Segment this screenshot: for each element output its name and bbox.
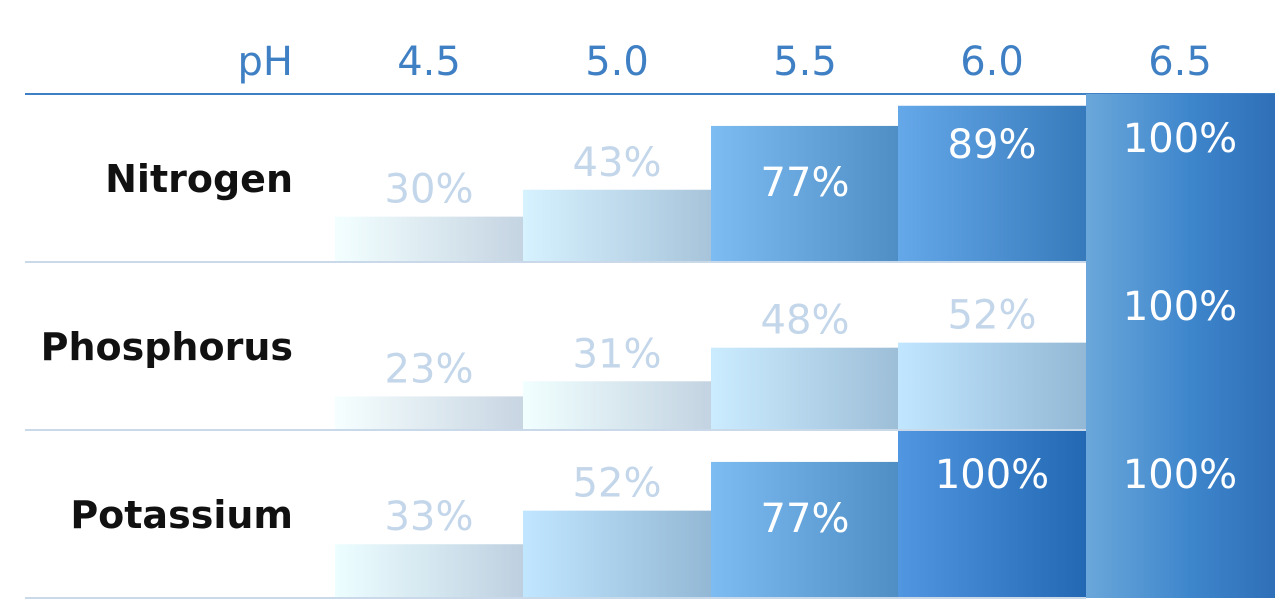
bar-all-nutrients-ph-6-5	[1086, 94, 1275, 598]
value-label-phosphorus-ph-5-0: 31%	[573, 331, 662, 377]
bar-phosphorus-ph-5-5	[711, 347, 899, 430]
bar-nitrogen-ph-5-5	[711, 125, 899, 262]
row-label-nitrogen: Nitrogen	[105, 157, 293, 201]
ph-header-5-5: 5.5	[773, 39, 837, 85]
nutrient-row-labels: Nitrogen Phosphorus Potassium	[41, 157, 293, 537]
chart-bars	[335, 94, 1275, 598]
ph-header-4-5: 4.5	[397, 39, 461, 85]
value-label-nitrogen-ph-4-5: 30%	[385, 167, 474, 213]
value-label-phosphorus-ph-6-0: 52%	[948, 293, 1037, 339]
row-label-phosphorus: Phosphorus	[41, 325, 293, 369]
value-label-nitrogen-ph-5-5: 77%	[761, 160, 850, 206]
value-label-phosphorus-ph-4-5: 23%	[385, 346, 474, 392]
ph-column-headers: 4.5 5.0 5.5 6.0 6.5	[397, 39, 1212, 85]
value-label-nitrogen-ph-5-0: 43%	[573, 140, 662, 186]
value-label-potassium-ph-5-5: 77%	[761, 496, 850, 542]
value-label-potassium-ph-6-0: 100%	[935, 452, 1049, 498]
value-label-potassium-ph-4-5: 33%	[385, 494, 474, 540]
bar-value-labels: 30% 43% 77% 89% 100% 23% 31% 48% 52% 100% 33% 52% 77…	[385, 116, 1238, 542]
value-label-nitrogen-ph-6-5: 100%	[1123, 116, 1237, 162]
value-label-phosphorus-ph-6-5: 100%	[1123, 284, 1237, 330]
ph-header-6-5: 6.5	[1148, 39, 1212, 85]
row-label-potassium: Potassium	[70, 493, 293, 537]
value-label-phosphorus-ph-5-5: 48%	[761, 298, 850, 344]
bar-nitrogen-ph-5-0	[523, 189, 711, 262]
bar-nitrogen-ph-4-5	[335, 216, 523, 262]
ph-header-5-0: 5.0	[585, 39, 649, 85]
bar-potassium-ph-5-5	[711, 461, 899, 598]
ph-header-label: pH	[238, 39, 293, 85]
value-label-nitrogen-ph-6-0: 89%	[948, 122, 1037, 168]
ph-header-6-0: 6.0	[960, 39, 1024, 85]
bar-phosphorus-ph-5-0	[523, 381, 711, 430]
bar-phosphorus-ph-6-0	[898, 342, 1086, 430]
bar-potassium-ph-5-0	[523, 510, 711, 598]
bar-potassium-ph-6-0	[898, 430, 1086, 598]
bar-phosphorus-ph-4-5	[335, 396, 523, 430]
value-label-potassium-ph-6-5: 100%	[1123, 452, 1237, 498]
row-dividers	[25, 261, 1086, 599]
bar-potassium-ph-4-5	[335, 544, 523, 598]
value-label-potassium-ph-5-0: 52%	[573, 461, 662, 507]
bar-nitrogen-ph-6-0	[898, 105, 1086, 262]
